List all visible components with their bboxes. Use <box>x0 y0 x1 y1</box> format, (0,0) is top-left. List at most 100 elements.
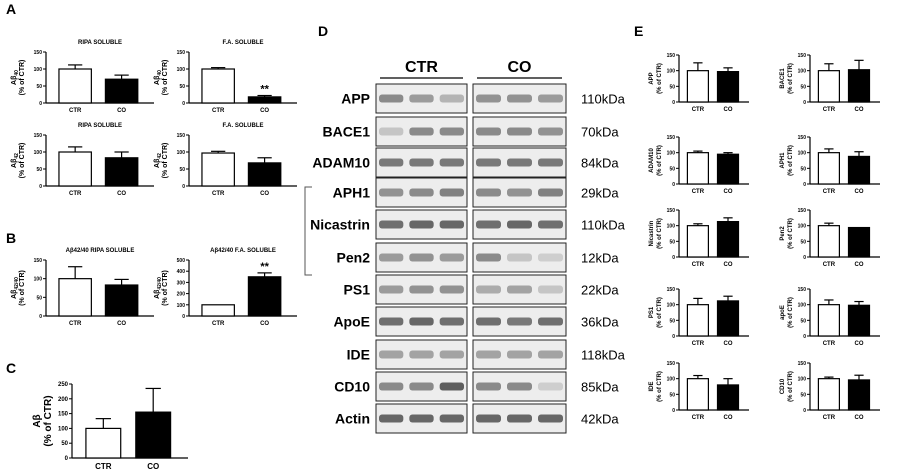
y-tick-label: 50 <box>669 392 675 398</box>
band-co <box>476 158 501 167</box>
band-co <box>538 94 563 103</box>
band-ctr <box>409 382 434 391</box>
category-label: CTR <box>823 107 836 113</box>
y-tick-label: 0 <box>803 100 806 106</box>
y-tick-label: 150 <box>798 361 807 367</box>
band-co <box>476 285 501 294</box>
chart-e_bace1: 0 50 100 150 CTR CO BACE1 (% of CTR) <box>780 53 880 113</box>
band-co <box>507 188 532 197</box>
chart-a3: RIPA SOLUBLE 0 50 100 150 CTR CO Aβ42 (% of CTR) <box>11 123 154 197</box>
y-axis-label: CD10 <box>780 378 786 394</box>
band-ctr <box>379 414 404 423</box>
band-ctr <box>409 414 434 423</box>
band-co <box>538 158 563 167</box>
band-co <box>538 317 563 326</box>
y-axis-label-sub: 42 <box>157 153 163 159</box>
y-axis-label-main: Aβ <box>32 414 43 427</box>
y-axis-label-main: Pen2 <box>780 226 786 241</box>
bar-co <box>847 226 871 258</box>
y-axis-label-main: IDE <box>649 381 655 391</box>
y-axis-label-main: BACE1 <box>780 68 786 89</box>
band-ctr <box>379 350 404 359</box>
y-tick-label: 150 <box>798 287 807 293</box>
y-axis-label-main: Aβ <box>154 289 161 299</box>
band-ctr <box>379 253 404 262</box>
bar-co <box>716 71 740 103</box>
molecular-weight-label: 12kDa <box>581 251 619 266</box>
band-ctr <box>409 253 434 262</box>
y-axis-label: Aβ42/40 <box>11 277 20 299</box>
y-tick-label: 100 <box>798 151 807 157</box>
category-label: CTR <box>212 108 225 114</box>
y-tick-label: 50 <box>669 318 675 324</box>
y-tick-label: 100 <box>667 224 676 230</box>
molecular-weight-label: 42kDa <box>581 412 619 427</box>
bar-co <box>247 96 282 104</box>
significance-marker: ** <box>260 84 269 96</box>
y-axis-unit: (% of CTR) <box>19 143 26 179</box>
protein-label: APP <box>341 91 370 107</box>
y-axis-unit: (% of CTR) <box>657 297 663 328</box>
band-co <box>507 285 532 294</box>
y-tick-label: 100 <box>34 150 43 156</box>
band-co <box>476 382 501 391</box>
category-label: CTR <box>692 107 705 113</box>
category-label: CO <box>724 262 733 268</box>
y-tick-label: 0 <box>672 182 675 188</box>
y-axis-label: BACE1 <box>780 68 786 89</box>
bar-ctr <box>817 304 841 337</box>
bar-ctr <box>817 225 841 258</box>
y-tick-label: 150 <box>34 133 43 139</box>
group-label-co: CO <box>508 59 532 76</box>
band-ctr <box>439 220 464 229</box>
y-axis-label-sub: 42/40 <box>14 277 20 290</box>
category-label: CTR <box>823 415 836 421</box>
bar-co <box>716 384 740 411</box>
molecular-weight-label: 29kDa <box>581 186 619 201</box>
y-axis-label: Pen2 <box>780 226 786 241</box>
y-axis-unit: (% of CTR) <box>162 143 169 179</box>
y-axis-label: Aβ42 <box>154 153 163 168</box>
chart-e_pen2: 0 50 100 150 CTR CO Pen2 (% of CTR) <box>780 208 880 268</box>
y-tick-label: 50 <box>800 166 806 172</box>
y-axis-label-sub: 40 <box>14 70 20 76</box>
chart-title: Aβ42/40 F.A. SOLUBLE <box>210 248 276 254</box>
bar-co <box>716 300 740 337</box>
bar-ctr <box>58 151 92 187</box>
y-axis-unit: (% of CTR) <box>19 270 26 306</box>
y-tick-label: 0 <box>803 182 806 188</box>
y-tick-label: 50 <box>800 239 806 245</box>
category-label: CO <box>724 189 733 195</box>
y-axis-label-sub: 42/40 <box>157 277 163 290</box>
category-label: CO <box>117 191 126 197</box>
y-tick-label: 150 <box>667 135 676 141</box>
bar-co <box>847 155 871 185</box>
y-axis-label-sub: 40 <box>157 70 163 76</box>
band-ctr <box>379 188 404 197</box>
y-tick-label: 100 <box>798 224 807 230</box>
band-ctr <box>439 127 464 136</box>
blot-row-bace1: BACE1 70kDa <box>323 116 619 147</box>
bar-co <box>104 78 139 104</box>
chart-e_ide: 0 50 100 150 CTR CO IDE (% of CTR) <box>649 361 749 421</box>
y-tick-label: 0 <box>182 184 185 190</box>
panel-label-e: E <box>634 23 643 39</box>
band-co <box>476 188 501 197</box>
y-axis-unit: (% of CTR) <box>657 218 663 249</box>
y-tick-label: 150 <box>177 133 186 139</box>
category-label: CO <box>855 262 864 268</box>
y-tick-label: 50 <box>179 167 185 173</box>
category-label: CO <box>855 189 864 195</box>
y-tick-label: 0 <box>803 334 806 340</box>
y-tick-label: 0 <box>672 100 675 106</box>
y-axis-label: Aβ42/40 <box>154 277 163 299</box>
bar-ctr <box>817 70 841 103</box>
band-co <box>507 94 532 103</box>
protein-label: BACE1 <box>323 124 371 140</box>
y-axis-label: ADAM10 <box>649 148 655 173</box>
blot-row-actin: Actin 42kDa <box>335 403 619 434</box>
y-tick-label: 0 <box>39 314 42 320</box>
band-co <box>538 350 563 359</box>
